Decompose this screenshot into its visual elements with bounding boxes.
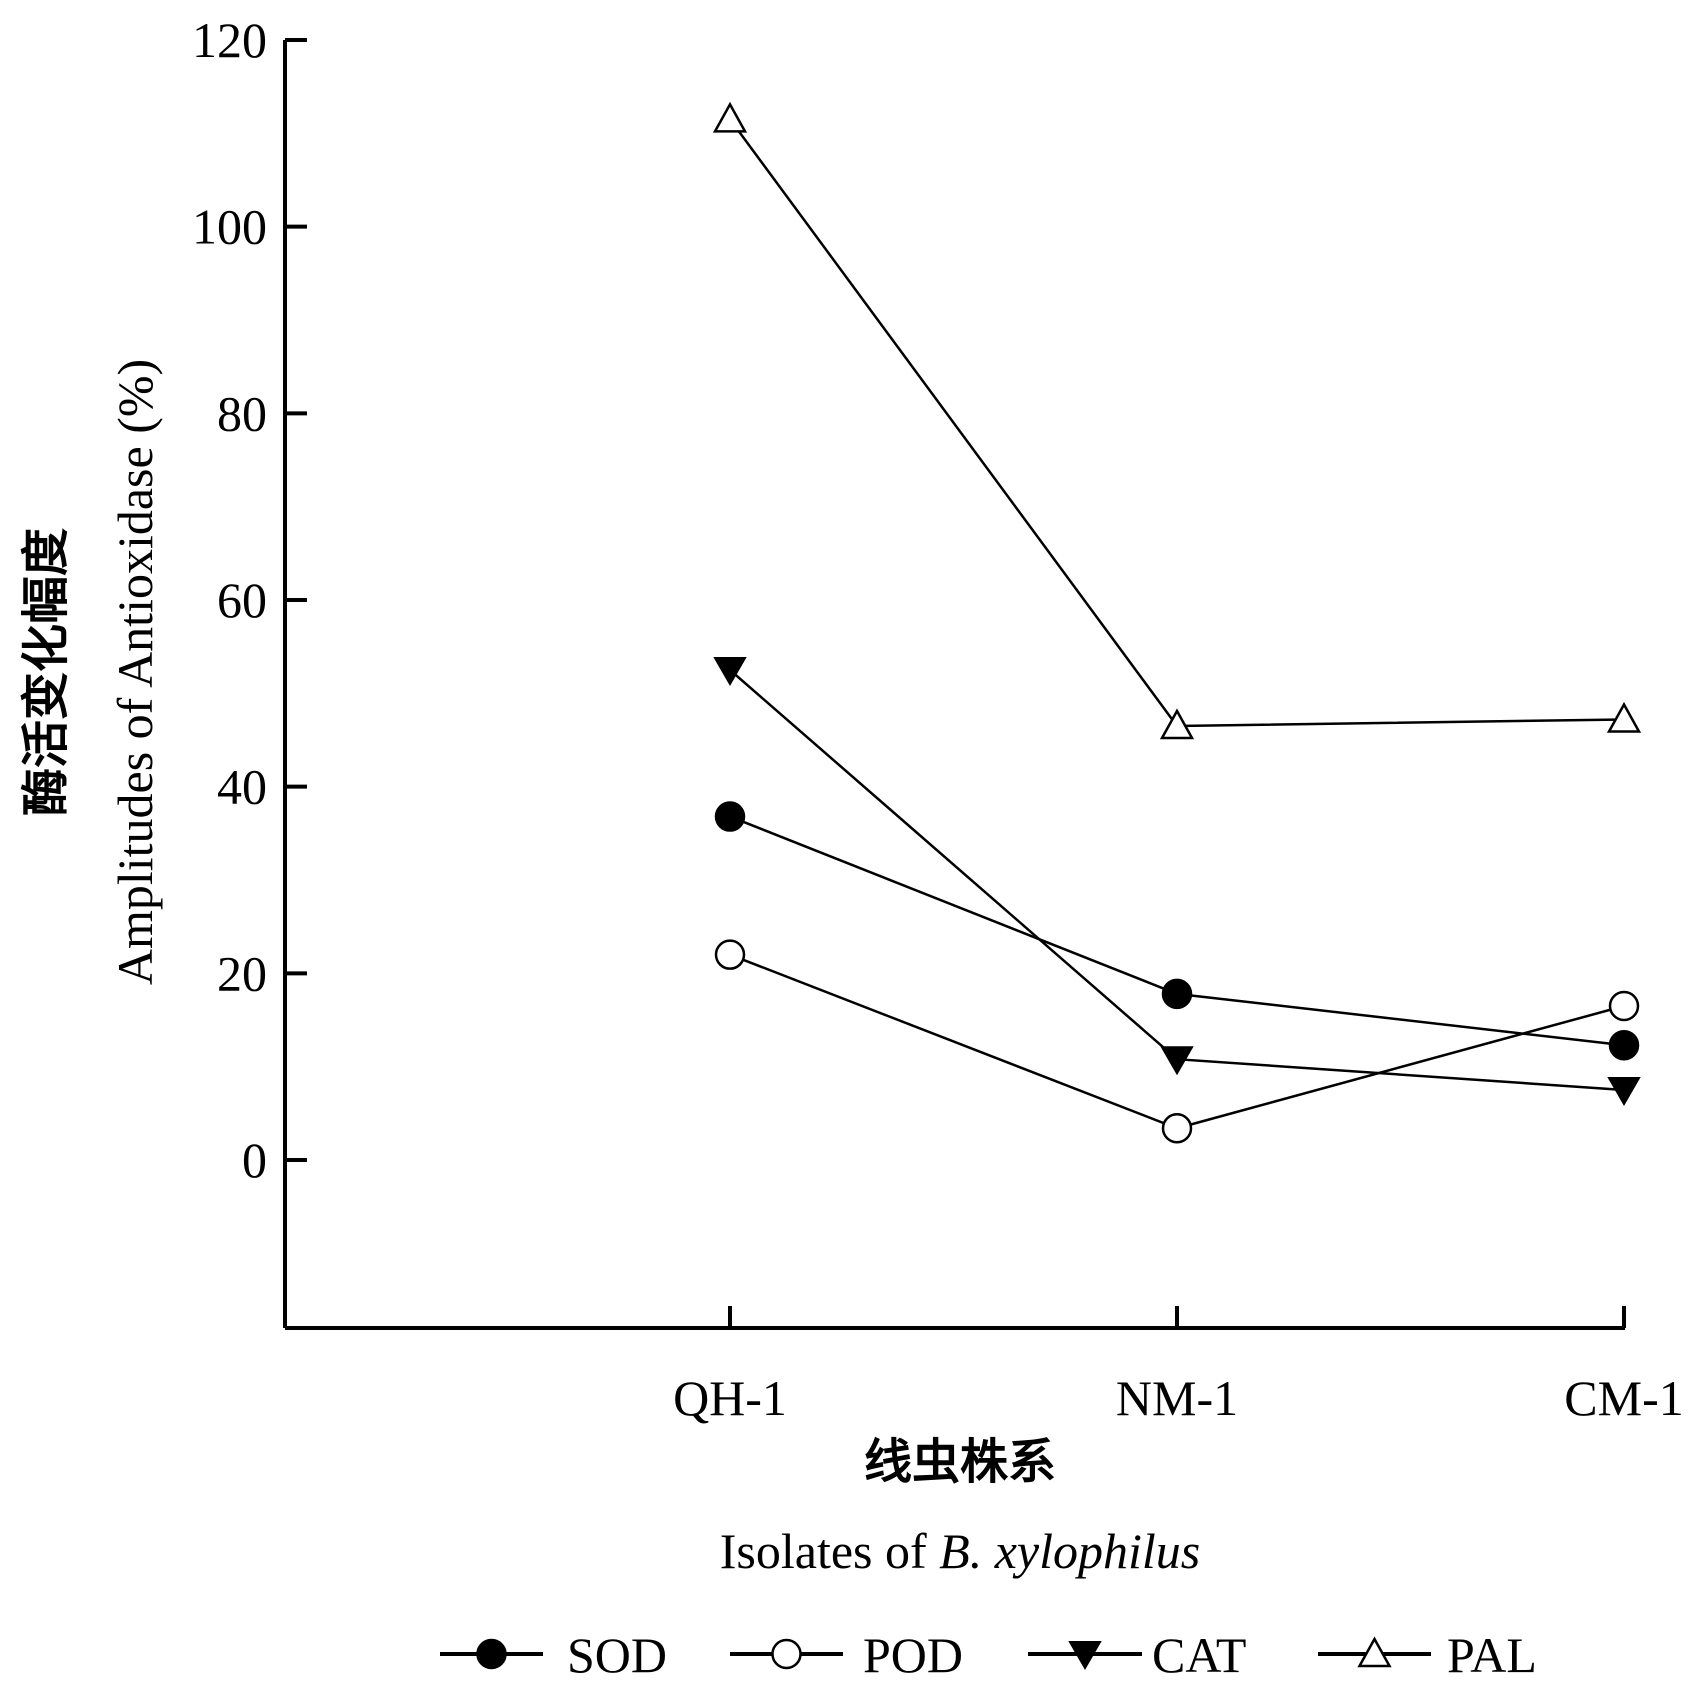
x-ticks: QH-1 NM-1 CM-1	[673, 1306, 1684, 1426]
series-line-sod	[729, 815, 1625, 1047]
legend-item-pod: POD	[730, 1627, 963, 1683]
series-cat	[713, 657, 1641, 1107]
y-tick-label: 20	[217, 945, 267, 1001]
legend-item-sod: SOD	[440, 1627, 667, 1683]
y-tick-label: 0	[242, 1132, 267, 1188]
x-axis-title-italic: B. xylophilus	[939, 1523, 1200, 1579]
x-axis-title-english: Isolates of B. xylophilus	[720, 1523, 1200, 1579]
data-point-sod	[1161, 978, 1193, 1010]
y-tick-label: 60	[217, 572, 267, 628]
data-point-cat	[1607, 1077, 1641, 1107]
series-pod	[714, 939, 1640, 1144]
x-tick-label: NM-1	[1116, 1370, 1238, 1426]
y-ticks: 0 20 40 60 80 100 120	[192, 12, 307, 1188]
legend-marker-pal	[1357, 1636, 1392, 1668]
data-point-cat	[713, 657, 747, 687]
data-point-pal	[1606, 701, 1642, 733]
legend-item-pal: PAL	[1318, 1627, 1537, 1683]
series-sod	[714, 801, 1640, 1061]
legend-label-pod: POD	[863, 1627, 963, 1683]
data-point-pal	[712, 101, 748, 133]
series-layer	[712, 101, 1642, 1144]
legend-label-cat: CAT	[1152, 1627, 1246, 1683]
y-tick-label: 40	[217, 759, 267, 815]
x-tick-label: CM-1	[1564, 1370, 1683, 1426]
y-tick-label: 100	[192, 199, 267, 255]
data-point-pod	[714, 939, 746, 970]
data-point-pod	[1161, 1113, 1193, 1144]
legend-marker-pod	[771, 1638, 802, 1670]
y-axis-title-english: Amplitudes of Antioxidase (%)	[107, 359, 163, 985]
y-axis-title-chinese: 酶活变化幅度	[18, 528, 74, 816]
x-axis-title-chinese: 线虫株系	[864, 1434, 1056, 1490]
y-tick-label: 80	[217, 385, 267, 441]
axes	[283, 40, 1625, 1330]
y-tick-label: 120	[192, 12, 267, 68]
legend-label-pal: PAL	[1447, 1627, 1537, 1683]
data-point-sod	[714, 801, 746, 832]
data-point-pod	[1608, 990, 1640, 1022]
legend: SOD POD CAT PAL	[440, 1627, 1537, 1683]
data-point-pal	[1159, 708, 1195, 740]
legend-marker-sod	[476, 1638, 507, 1670]
legend-item-cat: CAT	[1028, 1627, 1246, 1683]
series-line-pal	[728, 118, 1625, 728]
legend-marker-cat	[1068, 1641, 1102, 1671]
x-tick-label: QH-1	[673, 1370, 787, 1426]
legend-label-sod: SOD	[567, 1627, 667, 1683]
data-point-cat	[1160, 1046, 1194, 1076]
x-axis-title-prefix: Isolates of	[720, 1523, 939, 1579]
data-point-sod	[1608, 1029, 1640, 1061]
series-pal	[712, 101, 1642, 740]
